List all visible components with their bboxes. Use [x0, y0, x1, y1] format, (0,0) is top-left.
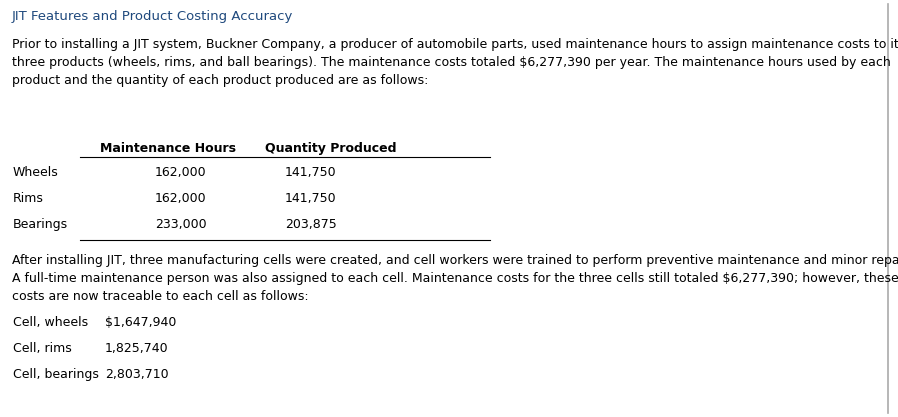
- Text: costs are now traceable to each cell as follows:: costs are now traceable to each cell as …: [12, 290, 309, 303]
- Text: 203,875: 203,875: [285, 218, 337, 231]
- Text: Quantity Produced: Quantity Produced: [265, 142, 397, 155]
- Text: 141,750: 141,750: [285, 166, 337, 179]
- Text: After installing JIT, three manufacturing cells were created, and cell workers w: After installing JIT, three manufacturin…: [12, 254, 898, 267]
- Text: 162,000: 162,000: [155, 192, 207, 205]
- Text: 1,825,740: 1,825,740: [105, 342, 169, 355]
- Text: 2,803,710: 2,803,710: [105, 368, 169, 381]
- Text: $1,647,940: $1,647,940: [105, 316, 176, 329]
- Text: 141,750: 141,750: [285, 192, 337, 205]
- Text: Cell, wheels: Cell, wheels: [13, 316, 88, 329]
- Text: Prior to installing a JIT system, Buckner Company, a producer of automobile part: Prior to installing a JIT system, Buckne…: [12, 38, 898, 51]
- Text: three products (wheels, rims, and ball bearings). The maintenance costs totaled : three products (wheels, rims, and ball b…: [12, 56, 891, 69]
- Text: JIT Features and Product Costing Accuracy: JIT Features and Product Costing Accurac…: [12, 10, 294, 23]
- Text: product and the quantity of each product produced are as follows:: product and the quantity of each product…: [12, 74, 428, 87]
- Text: Rims: Rims: [13, 192, 44, 205]
- Text: 233,000: 233,000: [155, 218, 207, 231]
- Text: Maintenance Hours: Maintenance Hours: [100, 142, 236, 155]
- Text: 162,000: 162,000: [155, 166, 207, 179]
- Text: Bearings: Bearings: [13, 218, 68, 231]
- Text: A full-time maintenance person was also assigned to each cell. Maintenance costs: A full-time maintenance person was also …: [12, 272, 898, 285]
- Text: Cell, bearings: Cell, bearings: [13, 368, 99, 381]
- Text: Wheels: Wheels: [13, 166, 58, 179]
- Text: Cell, rims: Cell, rims: [13, 342, 72, 355]
